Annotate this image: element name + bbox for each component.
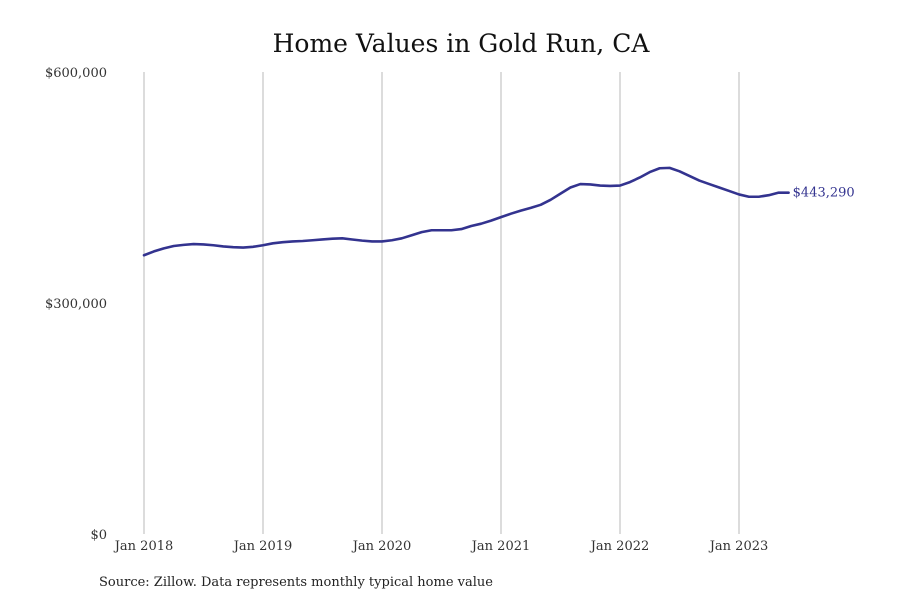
- x-tick-label: Jan 2020: [351, 539, 412, 554]
- vertical-gridlines: [143, 72, 740, 534]
- x-tick-label: Jan 2018: [113, 539, 174, 554]
- series-end-value-label: $443,290: [793, 186, 855, 201]
- y-tick-label: $0: [90, 528, 107, 543]
- x-tick-label: Jan 2019: [232, 539, 293, 554]
- x-tick-label: Jan 2021: [470, 539, 531, 554]
- series-layer: $443,290: [142, 166, 855, 257]
- x-tick-label: Jan 2023: [708, 539, 769, 554]
- source-note: Source: Zillow. Data represents monthly …: [99, 575, 493, 590]
- y-axis-tick-labels: $0 $300,000 $600,000: [45, 66, 107, 543]
- y-tick-label: $600,000: [45, 66, 107, 81]
- chart-title: Home Values in Gold Run, CA: [273, 29, 651, 58]
- x-axis-tick-labels: Jan 2018 Jan 2019 Jan 2020 Jan 2021 Jan 2022…: [113, 539, 769, 554]
- y-tick-label: $300,000: [45, 297, 107, 312]
- x-tick-label: Jan 2022: [589, 539, 650, 554]
- series-line: [142, 166, 790, 257]
